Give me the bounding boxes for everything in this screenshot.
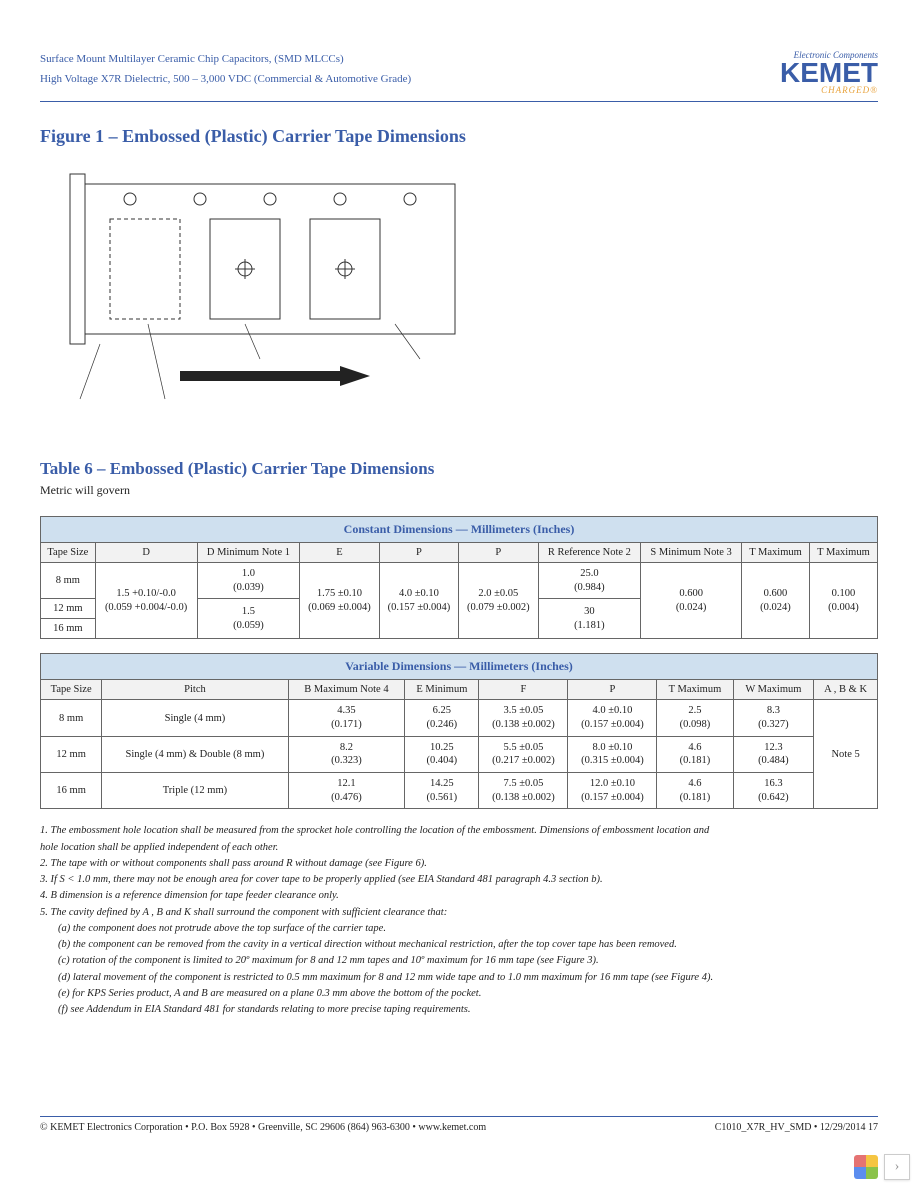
- constant-header: Constant Dimensions — Millimeters (Inche…: [41, 517, 878, 543]
- header-line1: Surface Mount Multilayer Ceramic Chip Ca…: [40, 50, 411, 70]
- note: 3. If S < 1.0 mm, there may not be enoug…: [40, 872, 878, 888]
- metric-govern: Metric will govern: [40, 483, 878, 498]
- cell: 10.25(0.404): [405, 736, 479, 772]
- col: F: [479, 680, 568, 700]
- constant-dimensions-table: Constant Dimensions — Millimeters (Inche…: [40, 516, 878, 639]
- page-header: Surface Mount Multilayer Ceramic Chip Ca…: [40, 50, 878, 102]
- note: hole location shall be applied independe…: [40, 840, 878, 856]
- col: E Minimum: [405, 680, 479, 700]
- cell: 1.75 ±0.10(0.069 ±0.004): [300, 563, 379, 639]
- color-wheel-icon[interactable]: [854, 1155, 878, 1179]
- cell: 16 mm: [41, 619, 96, 639]
- cell: 16 mm: [41, 773, 102, 809]
- col: E: [300, 543, 379, 563]
- note: (d) lateral movement of the component is…: [40, 970, 878, 986]
- note: (e) for KPS Series product, A and B are …: [40, 986, 878, 1002]
- col: D: [95, 543, 197, 563]
- cell: 12 mm: [41, 736, 102, 772]
- header-line2: High Voltage X7R Dielectric, 500 – 3,000…: [40, 70, 411, 90]
- footer-right: C1010_X7R_HV_SMD • 12/29/2014 17: [715, 1122, 878, 1133]
- cell: 12.0 ±0.10(0.157 ±0.004): [568, 773, 657, 809]
- nav-widget: ›: [854, 1154, 910, 1180]
- note: 1. The embossment hole location shall be…: [40, 823, 878, 839]
- cell: 8 mm: [41, 563, 96, 599]
- note: (a) the component does not protrude abov…: [40, 921, 878, 937]
- cell: 5.5 ±0.05(0.217 ±0.002): [479, 736, 568, 772]
- cell: 7.5 ±0.05(0.138 ±0.002): [479, 773, 568, 809]
- page-footer: © KEMET Electronics Corporation • P.O. B…: [40, 1116, 878, 1133]
- col: P: [568, 680, 657, 700]
- note: (f) see Addendum in EIA Standard 481 for…: [40, 1002, 878, 1018]
- kemet-logo: KEMET: [780, 60, 878, 85]
- cell: 6.25(0.246): [405, 700, 479, 736]
- cell: 14.25(0.561): [405, 773, 479, 809]
- cell: 4.0 ±0.10(0.157 ±0.004): [568, 700, 657, 736]
- col: B Maximum Note 4: [288, 680, 405, 700]
- cell: 12.3(0.484): [733, 736, 814, 772]
- figure-title: Figure 1 – Embossed (Plastic) Carrier Ta…: [40, 126, 878, 147]
- carrier-tape-diagram: [40, 159, 500, 409]
- col: W Maximum: [733, 680, 814, 700]
- note: (b) the component can be removed from th…: [40, 937, 878, 953]
- col: S Minimum Note 3: [641, 543, 742, 563]
- cell: 1.0(0.039): [197, 563, 300, 599]
- col: R Reference Note 2: [538, 543, 641, 563]
- logo-block: Electronic Components KEMET CHARGED®: [780, 50, 878, 95]
- cell: 2.0 ±0.05(0.079 ±0.002): [459, 563, 538, 639]
- variable-dimensions-table: Variable Dimensions — Millimeters (Inche…: [40, 653, 878, 809]
- cell: 8.3(0.327): [733, 700, 814, 736]
- cell: 12 mm: [41, 599, 96, 619]
- col: T Maximum: [809, 543, 877, 563]
- col: T Maximum: [657, 680, 733, 700]
- note: 4. B dimension is a reference dimension …: [40, 888, 878, 904]
- note: 2. The tape with or without components s…: [40, 856, 878, 872]
- cell: Triple (12 mm): [102, 773, 288, 809]
- col: D Minimum Note 1: [197, 543, 300, 563]
- cell: 8.2(0.323): [288, 736, 405, 772]
- col: P: [379, 543, 458, 563]
- cell: 1.5 +0.10/-0.0(0.059 +0.004/-0.0): [95, 563, 197, 639]
- col: Tape Size: [41, 680, 102, 700]
- note: (c) rotation of the component is limited…: [40, 953, 878, 969]
- next-page-button[interactable]: ›: [884, 1154, 910, 1180]
- cell: 25.0(0.984): [538, 563, 641, 599]
- cell: 16.3(0.642): [733, 773, 814, 809]
- col: Pitch: [102, 680, 288, 700]
- cell: 2.5(0.098): [657, 700, 733, 736]
- cell: 0.100(0.004): [809, 563, 877, 639]
- cell: 8 mm: [41, 700, 102, 736]
- note: 5. The cavity defined by A , B and K sha…: [40, 905, 878, 921]
- cell: 1.5(0.059): [197, 599, 300, 639]
- table-notes: 1. The embossment hole location shall be…: [40, 823, 878, 1018]
- cell: Note 5: [814, 700, 878, 809]
- col: Tape Size: [41, 543, 96, 563]
- cell: 0.600(0.024): [742, 563, 810, 639]
- cell: 3.5 ±0.05(0.138 ±0.002): [479, 700, 568, 736]
- cell: 4.6(0.181): [657, 736, 733, 772]
- cell: 8.0 ±0.10(0.315 ±0.004): [568, 736, 657, 772]
- col: P: [459, 543, 538, 563]
- col: T Maximum: [742, 543, 810, 563]
- table6-title: Table 6 – Embossed (Plastic) Carrier Tap…: [40, 459, 878, 479]
- cell: 12.1(0.476): [288, 773, 405, 809]
- cell: 4.0 ±0.10(0.157 ±0.004): [379, 563, 458, 639]
- cell: 4.35(0.171): [288, 700, 405, 736]
- cell: 0.600(0.024): [641, 563, 742, 639]
- cell: 4.6(0.181): [657, 773, 733, 809]
- col: A , B & K: [814, 680, 878, 700]
- cell: Single (4 mm) & Double (8 mm): [102, 736, 288, 772]
- cell: Single (4 mm): [102, 700, 288, 736]
- variable-header: Variable Dimensions — Millimeters (Inche…: [41, 654, 878, 680]
- footer-left: © KEMET Electronics Corporation • P.O. B…: [40, 1122, 486, 1133]
- header-text: Surface Mount Multilayer Ceramic Chip Ca…: [40, 50, 411, 90]
- cell: 30(1.181): [538, 599, 641, 639]
